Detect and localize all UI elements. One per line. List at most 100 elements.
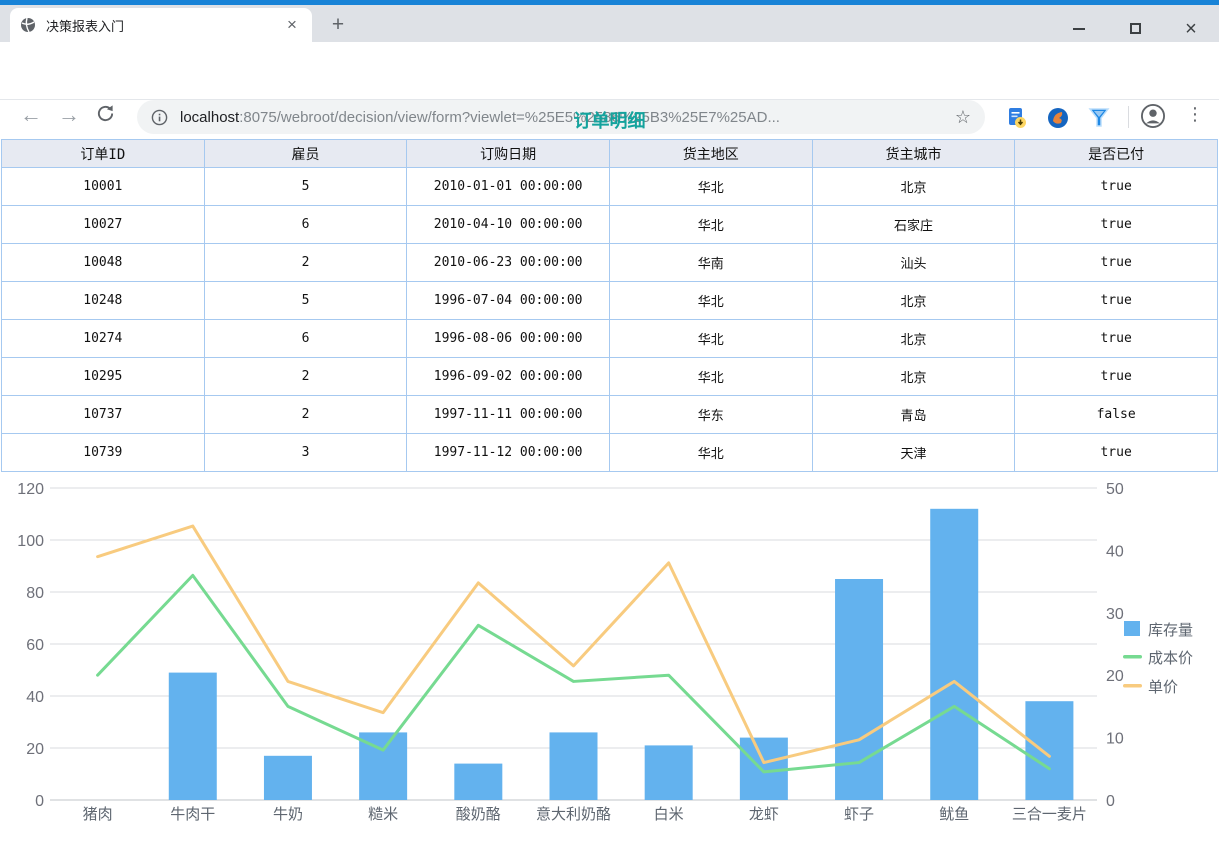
table-cell: 青岛	[812, 396, 1015, 434]
table-cell: 10248	[2, 282, 205, 320]
browser-tab[interactable]: 决策报表入门 ×	[10, 8, 312, 42]
category-label: 虾子	[844, 806, 874, 823]
table-cell: 华北	[609, 168, 812, 206]
table-cell: 6	[204, 206, 407, 244]
table-cell: true	[1015, 434, 1218, 472]
table-cell: true	[1015, 282, 1218, 320]
table-cell: 2	[204, 244, 407, 282]
table-cell: 2	[204, 358, 407, 396]
table-row: 1024851996-07-04 00:00:00华北北京true	[2, 282, 1218, 320]
table-cell: 1996-09-02 00:00:00	[407, 358, 610, 396]
bar-库存量[interactable]	[169, 673, 217, 800]
new-tab-button[interactable]: +	[324, 11, 352, 39]
legend-swatch-成本价[interactable]	[1123, 655, 1142, 659]
table-row: 1000152010-01-01 00:00:00华北北京true	[2, 168, 1218, 206]
table-cell: 天津	[812, 434, 1015, 472]
table-row: 1027461996-08-06 00:00:00华北北京true	[2, 320, 1218, 358]
table-row: 1002762010-04-10 00:00:00华北石家庄true	[2, 206, 1218, 244]
right-axis-tick: 40	[1106, 543, 1124, 560]
table-header-row: 订单ID雇员订购日期货主地区货主城市是否已付	[2, 140, 1218, 168]
bar-库存量[interactable]	[550, 732, 598, 800]
category-label: 糙米	[368, 806, 398, 823]
table-cell: true	[1015, 168, 1218, 206]
table-cell: 华南	[609, 244, 812, 282]
category-label: 鱿鱼	[939, 805, 969, 823]
bar-库存量[interactable]	[454, 764, 502, 800]
category-label: 意大利奶酪	[536, 805, 611, 823]
table-cell: 2010-01-01 00:00:00	[407, 168, 610, 206]
left-axis-tick: 20	[26, 741, 44, 758]
table-row: 1029521996-09-02 00:00:00华北北京true	[2, 358, 1218, 396]
table-cell: 10001	[2, 168, 205, 206]
left-axis-tick: 60	[26, 637, 44, 654]
right-axis-tick: 10	[1106, 731, 1124, 748]
category-label: 白米	[654, 806, 684, 823]
table-cell: 华北	[609, 282, 812, 320]
table-cell: 1997-11-11 00:00:00	[407, 396, 610, 434]
table-cell: 5	[204, 282, 407, 320]
table-row: 1004822010-06-23 00:00:00华南汕头true	[2, 244, 1218, 282]
table-row: 1073931997-11-12 00:00:00华北天津true	[2, 434, 1218, 472]
legend-label-单价[interactable]: 单价	[1148, 679, 1178, 696]
table-cell: 10048	[2, 244, 205, 282]
bar-库存量[interactable]	[930, 509, 978, 800]
table-cell: true	[1015, 244, 1218, 282]
table-cell: 1996-07-04 00:00:00	[407, 282, 610, 320]
table-cell: 汕头	[812, 244, 1015, 282]
tab-strip: 决策报表入门 × + ×	[0, 5, 1219, 42]
table-cell: true	[1015, 358, 1218, 396]
left-axis-tick: 0	[35, 793, 44, 810]
table-cell: 10739	[2, 434, 205, 472]
column-header: 是否已付	[1015, 140, 1218, 168]
left-axis-tick: 120	[17, 481, 44, 498]
category-label: 猪肉	[83, 806, 113, 823]
category-label: 酸奶酪	[456, 806, 501, 823]
right-axis-tick: 20	[1106, 668, 1124, 685]
table-row: 1073721997-11-11 00:00:00华东青岛false	[2, 396, 1218, 434]
tab-title: 决策报表入门	[46, 16, 282, 35]
right-axis-tick: 0	[1106, 793, 1115, 810]
table-cell: 1997-11-12 00:00:00	[407, 434, 610, 472]
table-cell: 石家庄	[812, 206, 1015, 244]
column-header: 货主地区	[609, 140, 812, 168]
tab-close-icon[interactable]: ×	[282, 15, 302, 35]
table-cell: false	[1015, 396, 1218, 434]
table-cell: 华东	[609, 396, 812, 434]
table-cell: 北京	[812, 168, 1015, 206]
table-cell: 6	[204, 320, 407, 358]
table-cell: 北京	[812, 320, 1015, 358]
close-icon: ×	[1185, 19, 1197, 39]
legend-swatch-库存量[interactable]	[1124, 621, 1140, 636]
table-cell: 2	[204, 396, 407, 434]
category-label: 牛奶	[273, 806, 303, 823]
legend-label-库存量[interactable]: 库存量	[1148, 622, 1193, 639]
table-cell: 华北	[609, 434, 812, 472]
legend-swatch-单价[interactable]	[1123, 684, 1142, 688]
category-label: 三合一麦片	[1012, 806, 1087, 823]
column-header: 订购日期	[407, 140, 610, 168]
category-label: 龙虾	[749, 806, 779, 823]
globe-icon	[20, 17, 36, 33]
maximize-icon	[1130, 23, 1141, 34]
left-axis-tick: 40	[26, 689, 44, 706]
column-header: 货主城市	[812, 140, 1015, 168]
bar-库存量[interactable]	[1025, 701, 1073, 800]
table-cell: 华北	[609, 320, 812, 358]
column-header: 雇员	[204, 140, 407, 168]
left-axis-tick: 100	[17, 533, 44, 550]
table-cell: 5	[204, 168, 407, 206]
bar-库存量[interactable]	[645, 745, 693, 800]
bar-库存量[interactable]	[835, 579, 883, 800]
legend-label-成本价[interactable]: 成本价	[1148, 650, 1193, 667]
table-cell: 10737	[2, 396, 205, 434]
order-table: 订单ID雇员订购日期货主地区货主城市是否已付 1000152010-01-01 …	[1, 139, 1218, 472]
table-cell: 华北	[609, 206, 812, 244]
bar-库存量[interactable]	[264, 756, 312, 800]
table-cell: 2010-06-23 00:00:00	[407, 244, 610, 282]
table-cell: true	[1015, 320, 1218, 358]
table-cell: 3	[204, 434, 407, 472]
minimize-icon	[1073, 28, 1085, 30]
table-cell: 10027	[2, 206, 205, 244]
right-axis-tick: 30	[1106, 606, 1124, 623]
table-cell: true	[1015, 206, 1218, 244]
